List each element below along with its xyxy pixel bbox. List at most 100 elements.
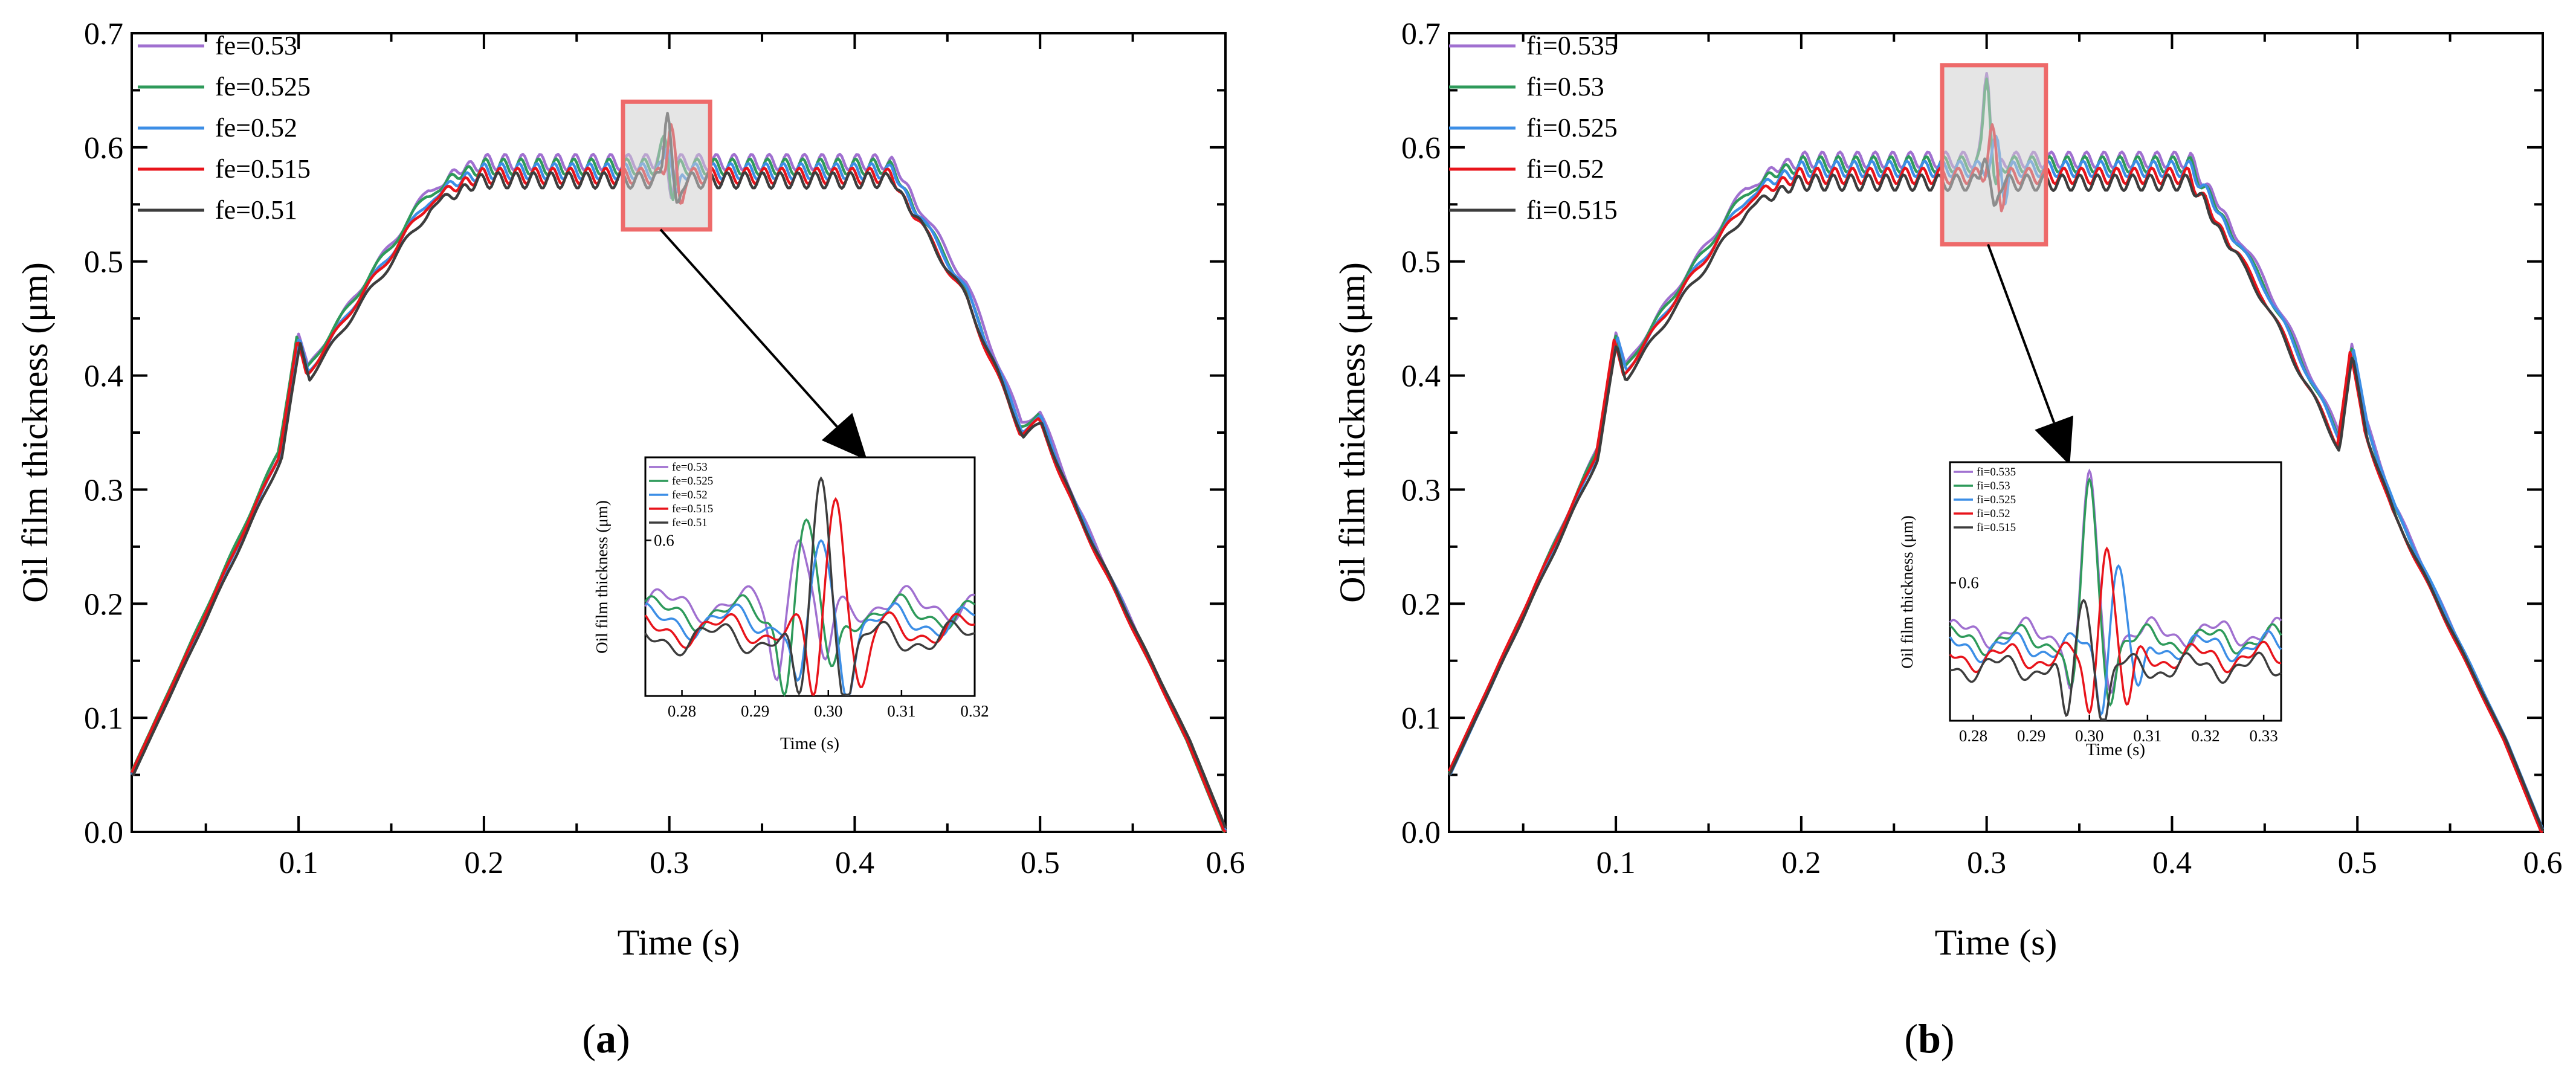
x-axis-label: Time (s) xyxy=(1935,923,2058,962)
inset-x-tick-label: 0.30 xyxy=(814,702,842,720)
inset-legend-label: fe=0.525 xyxy=(672,475,713,488)
panel-label: (a) xyxy=(582,1016,630,1061)
panel-label: (b) xyxy=(1904,1016,1954,1061)
y-tick-label: 0.2 xyxy=(84,587,123,622)
inset-lines xyxy=(1949,468,2282,721)
inset-line-3 xyxy=(1949,546,2282,715)
y-axis-label: Oil film thickness (μm) xyxy=(15,262,55,603)
inset-lines xyxy=(644,476,976,697)
inset-x-tick-label: 0.31 xyxy=(887,702,915,720)
x-tick-label: 0.6 xyxy=(2523,846,2563,880)
inset-legend-label: fi=0.525 xyxy=(1977,494,2016,506)
legend-label: fe=0.515 xyxy=(215,154,311,184)
inset-y-tick-label: 0.6 xyxy=(1958,574,1979,592)
inset-x-tick-label: 0.28 xyxy=(1959,727,1987,745)
inset-legend-label: fe=0.51 xyxy=(672,517,708,529)
x-tick-label: 0.2 xyxy=(464,846,503,880)
y-tick-label: 0.4 xyxy=(1401,359,1441,394)
inset-line-4 xyxy=(644,476,975,696)
x-tick-label: 0.5 xyxy=(1021,846,1060,880)
inset-x-tick-label: 0.32 xyxy=(2191,727,2219,745)
panel-label-open: ( xyxy=(582,1016,596,1061)
zoom-arrow xyxy=(659,228,838,428)
legend-label: fe=0.51 xyxy=(215,195,297,225)
zoom-arrow-head xyxy=(2035,415,2074,465)
legend: fe=0.53 fe=0.525 fe=0.52 fe=0.515 fe=0.51 xyxy=(138,31,311,225)
y-axis-label: Oil film thickness (μm) xyxy=(1332,262,1372,603)
inset-x-tick-label: 0.33 xyxy=(2250,727,2278,745)
legend-label: fi=0.535 xyxy=(1526,31,1618,60)
x-tick-label: 0.5 xyxy=(2338,846,2377,880)
legend-label: fe=0.525 xyxy=(215,72,311,101)
y-tick-label: 0.0 xyxy=(1401,816,1441,850)
inset-x-tick-label: 0.30 xyxy=(2075,727,2103,745)
y-tick-label: 0.7 xyxy=(1401,17,1441,51)
x-tick-label: 0.1 xyxy=(1596,846,1636,880)
inset-line-4 xyxy=(1949,599,2282,721)
inset-legend-label: fi=0.515 xyxy=(1977,521,2016,534)
legend-label: fi=0.52 xyxy=(1526,154,1604,184)
y-tick-label: 0.6 xyxy=(1401,131,1441,166)
y-tick-label: 0.5 xyxy=(84,245,123,280)
inset-x-tick-label: 0.28 xyxy=(668,702,696,720)
inset-line-1 xyxy=(1949,477,2282,707)
highlight-box xyxy=(621,99,712,232)
inset-legend-label: fi=0.53 xyxy=(1977,480,2010,492)
x-tick-label: 0.6 xyxy=(1206,846,1245,880)
inset-legend-label: fe=0.53 xyxy=(672,461,708,474)
x-tick-label: 0.3 xyxy=(1967,846,2006,880)
x-axis-label: Time (s) xyxy=(618,923,740,962)
x-tick-label: 0.2 xyxy=(1781,846,1821,880)
inset-chart: 0.28 0.29 0.30 0.31 0.32 0.6 fe=0.53fe=0.525… xyxy=(593,456,989,753)
inset-x-tick-label: 0.29 xyxy=(741,702,769,720)
inset-legend-label: fi=0.52 xyxy=(1977,507,2010,520)
panel-label-letter: b xyxy=(1918,1016,1941,1061)
legend: fi=0.535 fi=0.53 fi=0.525 fi=0.52 fi=0.515 xyxy=(1449,31,1618,225)
y-axis-ticks: 0.0 0.1 0.2 0.3 0.4 0.5 0.6 0.7 xyxy=(84,17,1225,850)
panel-a: 0.1 0.2 0.3 0.4 0.5 0.6 0.0 0.1 0.2 0.3 0.4 0.5 0.6… xyxy=(15,17,1245,1061)
x-axis-ticks: 0.1 0.2 0.3 0.4 0.5 0.6 xyxy=(1522,33,2563,880)
inset-y-tick-label: 0.6 xyxy=(654,531,674,549)
legend-label: fi=0.525 xyxy=(1526,113,1618,143)
legend-label: fi=0.515 xyxy=(1526,195,1618,225)
y-axis-ticks: 0.0 0.1 0.2 0.3 0.4 0.5 0.6 0.7 xyxy=(1401,17,2543,850)
inset-y-label: Oil film thickness (μm) xyxy=(593,500,611,654)
inset-legend-label: fe=0.52 xyxy=(672,489,708,501)
inset-legend-label: fi=0.535 xyxy=(1977,466,2016,478)
panel-label-letter: a xyxy=(596,1016,616,1061)
inset-x-label: Time (s) xyxy=(780,734,839,753)
y-tick-label: 0.3 xyxy=(84,473,123,507)
y-tick-label: 0.0 xyxy=(84,816,123,850)
y-tick-label: 0.3 xyxy=(1401,473,1441,507)
zoom-arrow xyxy=(1987,243,2056,424)
y-tick-label: 0.6 xyxy=(84,131,123,166)
x-tick-label: 0.3 xyxy=(650,846,689,880)
highlight-box xyxy=(1940,63,2048,246)
legend-label: fe=0.53 xyxy=(215,31,297,60)
legend-label: fe=0.52 xyxy=(215,113,297,143)
y-tick-label: 0.7 xyxy=(84,17,123,51)
inset-y-ticks: 0.6 xyxy=(1950,574,1979,592)
legend-label: fi=0.53 xyxy=(1526,72,1604,101)
inset-line-3 xyxy=(644,497,975,696)
inset-line-2 xyxy=(1949,564,2282,717)
inset-x-ticks: 0.28 0.29 0.30 0.31 0.32 xyxy=(668,690,989,720)
inset-x-tick-label: 0.32 xyxy=(960,702,989,720)
inset-y-ticks: 0.6 xyxy=(645,531,674,549)
x-tick-label: 0.4 xyxy=(835,846,874,880)
x-axis-ticks: 0.1 0.2 0.3 0.4 0.5 0.6 xyxy=(204,33,1245,880)
panel-b: 0.1 0.2 0.3 0.4 0.5 0.6 0.0 0.1 0.2 0.3 0.4 0.5 0.6… xyxy=(1332,17,2563,1061)
y-tick-label: 0.1 xyxy=(84,701,123,736)
x-tick-label: 0.1 xyxy=(279,846,318,880)
y-tick-label: 0.5 xyxy=(1401,245,1441,280)
x-tick-label: 0.4 xyxy=(2152,846,2192,880)
inset-x-tick-label: 0.31 xyxy=(2133,727,2161,745)
inset-legend-label: fe=0.515 xyxy=(672,503,713,515)
panel-label-close: ) xyxy=(616,1016,630,1061)
panel-label-close: ) xyxy=(1941,1016,1955,1061)
inset-x-ticks: 0.28 0.29 0.30 0.31 0.32 0.33 xyxy=(1959,715,2278,745)
y-tick-label: 0.1 xyxy=(1401,701,1441,736)
